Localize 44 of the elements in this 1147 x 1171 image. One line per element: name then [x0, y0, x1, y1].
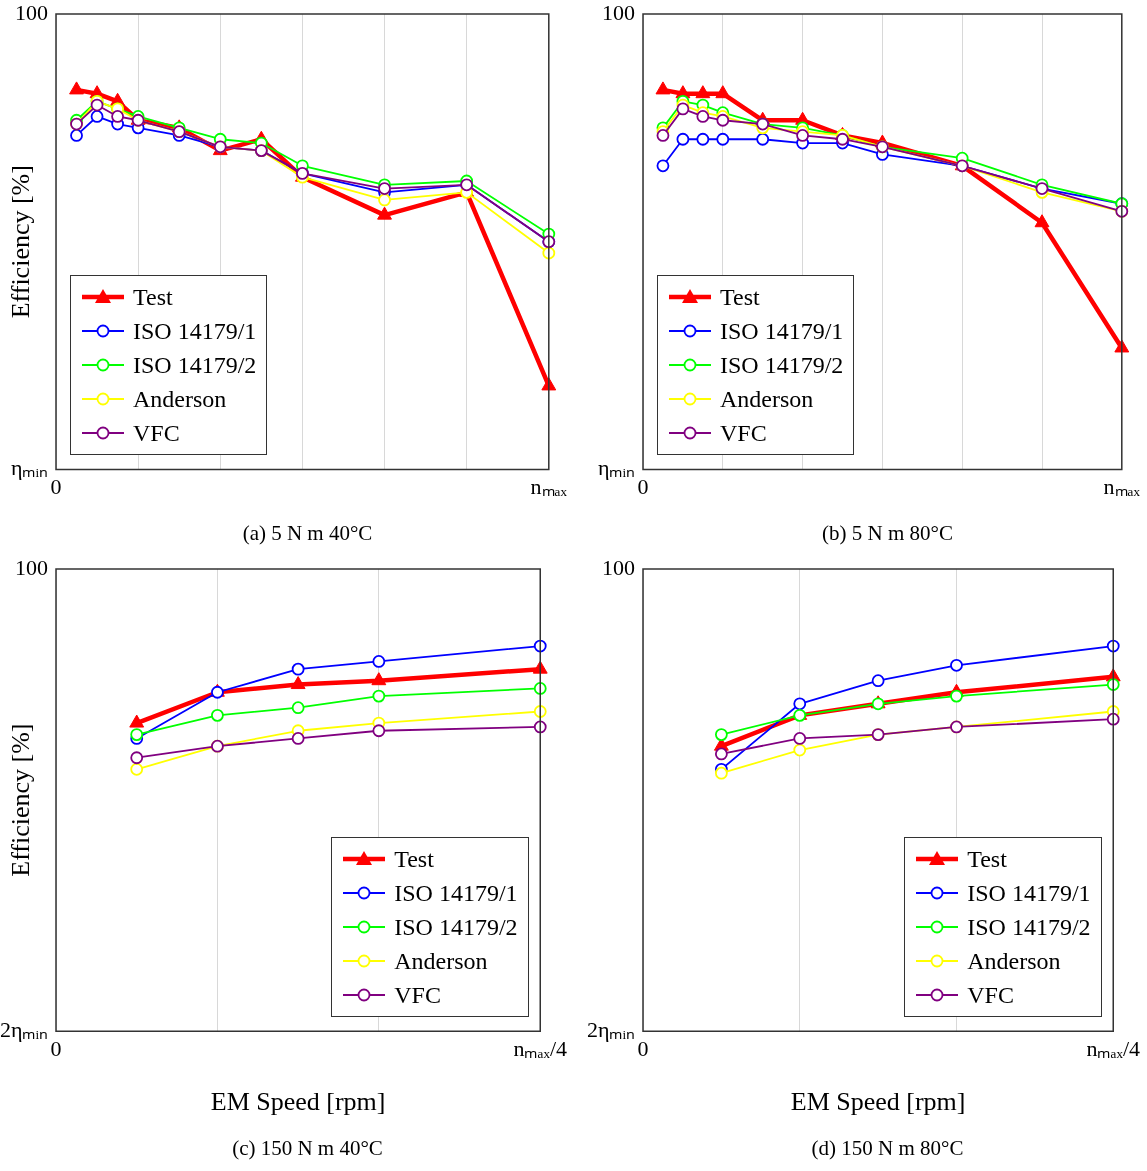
text: (a) 5 N m 40°C — [242, 520, 373, 545]
text: 100 — [15, 554, 48, 580]
x-tick-label: nₘₐₓ/4 — [1086, 1036, 1140, 1062]
legend-label: Anderson — [967, 947, 1061, 977]
text: 100 — [602, 554, 635, 580]
legend-label: VFC — [720, 419, 767, 449]
text: 2ηₘᵢₙ — [586, 1016, 635, 1042]
y-axis-title: Efficiency [%] — [5, 165, 35, 319]
text: (b) 5 N m 80°C — [822, 520, 953, 545]
text: ηₘᵢₙ — [10, 455, 48, 481]
legend-label: ISO 14179/2 — [394, 913, 518, 943]
x-tick-label: 0 — [50, 1036, 62, 1062]
legend-label: Test — [133, 283, 173, 313]
legend-label: ISO 14179/1 — [394, 879, 518, 909]
legend-label: ISO 14179/2 — [720, 351, 844, 381]
legend-label: Anderson — [394, 947, 488, 977]
x-tick-label: nₘₐₓ — [1103, 474, 1141, 500]
legend-label: Anderson — [133, 385, 227, 415]
legend-label: ISO 14179/1 — [967, 879, 1091, 909]
legend-label: VFC — [133, 419, 180, 449]
text: 100 — [15, 0, 48, 25]
x-axis-title: EM Speed [rpm] — [210, 1087, 386, 1117]
text: (c) 150 N m 40°C — [232, 1135, 383, 1160]
x-axis-title: EM Speed [rpm] — [790, 1087, 966, 1117]
legend-label: VFC — [394, 981, 441, 1011]
x-tick-label: 0 — [637, 474, 649, 500]
text: 100 — [602, 0, 635, 25]
x-tick-label: nₘₐₓ/4 — [513, 1036, 567, 1062]
text: (d) 150 N m 80°C — [811, 1135, 964, 1160]
legend-label: ISO 14179/2 — [967, 913, 1091, 943]
legend-label: Test — [394, 845, 434, 875]
x-tick-label: nₘₐₓ — [530, 474, 568, 500]
legend-label: Anderson — [720, 385, 814, 415]
legend-label: Test — [720, 283, 760, 313]
legend-label: ISO 14179/2 — [133, 351, 257, 381]
legend-label: VFC — [967, 981, 1014, 1011]
x-tick-label: 0 — [50, 474, 62, 500]
legend-label: Test — [967, 845, 1007, 875]
x-tick-label: 0 — [637, 1036, 649, 1062]
legend-label: ISO 14179/1 — [133, 317, 257, 347]
legend-label: ISO 14179/1 — [720, 317, 844, 347]
y-axis-title: Efficiency [%] — [5, 723, 35, 877]
text: 2ηₘᵢₙ — [0, 1016, 48, 1042]
text: ηₘᵢₙ — [597, 455, 635, 481]
